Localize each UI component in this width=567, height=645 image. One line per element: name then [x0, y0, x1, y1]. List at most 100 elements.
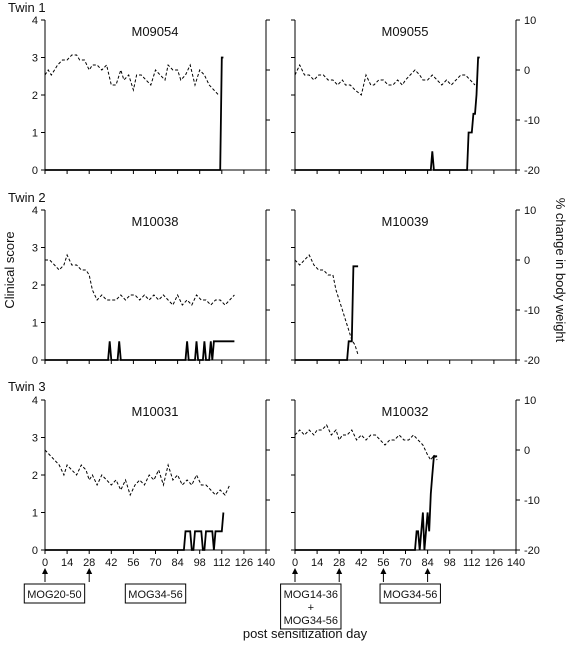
- left-tick-label: 4: [32, 395, 38, 407]
- right-tick-label: -20: [524, 355, 540, 367]
- right-tick-label: 10: [524, 205, 536, 217]
- bottom-tick-label: 56: [377, 557, 389, 569]
- bottom-tick-label: 42: [355, 557, 367, 569]
- body-weight-line: [44, 54, 219, 96]
- panel-M10032: M10032 -20 -10 0 10 0 14 28 42 56 70 84 98 112 126 140: [291, 395, 540, 569]
- clinical-score-line: [295, 455, 438, 551]
- bottom-tick-label: 112: [463, 557, 481, 569]
- antigen-box: [379, 583, 441, 604]
- bottom-tick-label: 140: [257, 557, 275, 569]
- bottom-tick-label: 42: [105, 557, 117, 569]
- antigen-label: MOG34-56: [383, 589, 437, 601]
- left-tick-label: 4: [32, 205, 38, 217]
- antigen-label: MOG34-56: [284, 615, 338, 627]
- bottom-tick-label: 84: [171, 557, 183, 569]
- immunization-arrow-head: [86, 568, 93, 574]
- clinical-score-line: [45, 512, 225, 551]
- immunization-arrow-head: [292, 568, 298, 574]
- bottom-tick-label: 140: [507, 557, 525, 569]
- left-tick-label: 0: [32, 165, 38, 177]
- body-weight-line: [294, 254, 359, 356]
- clinical-score-line: [45, 340, 235, 361]
- panel-title: M09055: [382, 24, 429, 39]
- right-tick-label: 10: [524, 395, 536, 407]
- immunization-arrow-head: [424, 568, 431, 574]
- right-tick-label: -20: [524, 545, 540, 557]
- panel-M09054: M09054 0 1 2 3 4: [32, 15, 270, 177]
- panel-M10039: M10039 -20 -10 0 10: [291, 205, 540, 367]
- right-tick-label: 0: [524, 445, 530, 457]
- right-tick-label: 10: [524, 15, 536, 27]
- x-axis-label: post sensitization day: [243, 626, 368, 641]
- immunization-group: MOG20-50 MOG34-56: [23, 568, 187, 604]
- antigen-label: MOG20-50: [27, 589, 81, 601]
- left-tick-label: 1: [32, 508, 38, 520]
- left-tick-label: 2: [32, 90, 38, 102]
- panels-layer: M0905401234M09055-20-10010M1003801234M10…: [32, 15, 540, 569]
- bottom-tick-label: 56: [127, 557, 139, 569]
- panel-M10038: M10038 0 1 2 3 4: [32, 205, 270, 367]
- panel-title: M10038: [132, 214, 179, 229]
- clinical-score-line: [295, 56, 480, 171]
- right-tick-label: -10: [524, 495, 540, 507]
- left-tick-label: 3: [32, 53, 38, 65]
- row-label-twin-3: Twin 3: [8, 379, 46, 394]
- left-tick-label: 0: [32, 355, 38, 367]
- left-tick-label: 1: [32, 318, 38, 330]
- bottom-tick-label: 84: [421, 557, 433, 569]
- bottom-tick-label: 98: [444, 557, 456, 569]
- antigen-box: [280, 583, 342, 630]
- left-tick-label: 2: [32, 470, 38, 482]
- row-label-twin-2: Twin 2: [8, 190, 46, 205]
- antigen-label: MOG34-56: [128, 589, 182, 601]
- panel-title: M10032: [382, 404, 429, 419]
- immunization-arrow-head: [336, 568, 343, 574]
- antigen-label: MOG14-36: [284, 589, 338, 601]
- bottom-tick-label: 14: [311, 557, 323, 569]
- right-tick-label: -20: [524, 165, 540, 177]
- bottom-tick-label: 0: [42, 557, 48, 569]
- panel-title: M09054: [132, 24, 179, 39]
- bottom-tick-label: 14: [61, 557, 73, 569]
- bottom-tick-label: 126: [485, 557, 503, 569]
- y-axis-label-clinical-score: Clinical score: [2, 231, 17, 308]
- antigen-box: [23, 583, 86, 604]
- antigen-label: +: [308, 602, 314, 614]
- bottom-tick-label: 28: [333, 557, 345, 569]
- body-weight-line: [294, 63, 476, 96]
- antigen-box: [124, 583, 187, 604]
- bottom-tick-label: 0: [292, 557, 298, 569]
- body-weight-line: [294, 424, 438, 461]
- bottom-tick-label: 70: [149, 557, 161, 569]
- left-tick-label: 1: [32, 128, 38, 140]
- panel-title: M10031: [132, 404, 179, 419]
- right-tick-label: 0: [524, 65, 530, 77]
- left-tick-label: 4: [32, 15, 38, 27]
- row-label-twin-1: Twin 1: [8, 0, 46, 15]
- left-tick-label: 3: [32, 433, 38, 445]
- bottom-tick-label: 98: [194, 557, 206, 569]
- immunization-arrow-head: [42, 568, 48, 574]
- bottom-tick-label: 28: [83, 557, 95, 569]
- left-tick-label: 3: [32, 243, 38, 255]
- immunization-layer: MOG20-50 MOG34-56 MOG14-36+MOG34-56MOG34-5…: [23, 568, 441, 630]
- panel-M09055: M09055 -20 -10 0 10: [291, 15, 540, 177]
- bottom-tick-label: 70: [399, 557, 411, 569]
- right-tick-label: -10: [524, 305, 540, 317]
- left-tick-label: 2: [32, 280, 38, 292]
- y-axis-label-body-weight: % change in body weight: [553, 198, 567, 343]
- body-weight-line: [44, 449, 231, 497]
- bottom-tick-label: 126: [235, 557, 253, 569]
- left-tick-label: 0: [32, 545, 38, 557]
- right-tick-label: -10: [524, 115, 540, 127]
- panel-M10031: M10031 0 1 2 3 4 0 14 28 42 56 70 84 98 112 126 140: [32, 395, 275, 569]
- clinical-score-line: [45, 56, 224, 171]
- immunization-arrow-head: [380, 568, 387, 574]
- right-tick-label: 0: [524, 255, 530, 267]
- body-weight-line: [45, 253, 235, 306]
- bottom-tick-label: 112: [213, 557, 231, 569]
- clinical-score-line: [295, 265, 359, 361]
- panel-title: M10039: [382, 214, 429, 229]
